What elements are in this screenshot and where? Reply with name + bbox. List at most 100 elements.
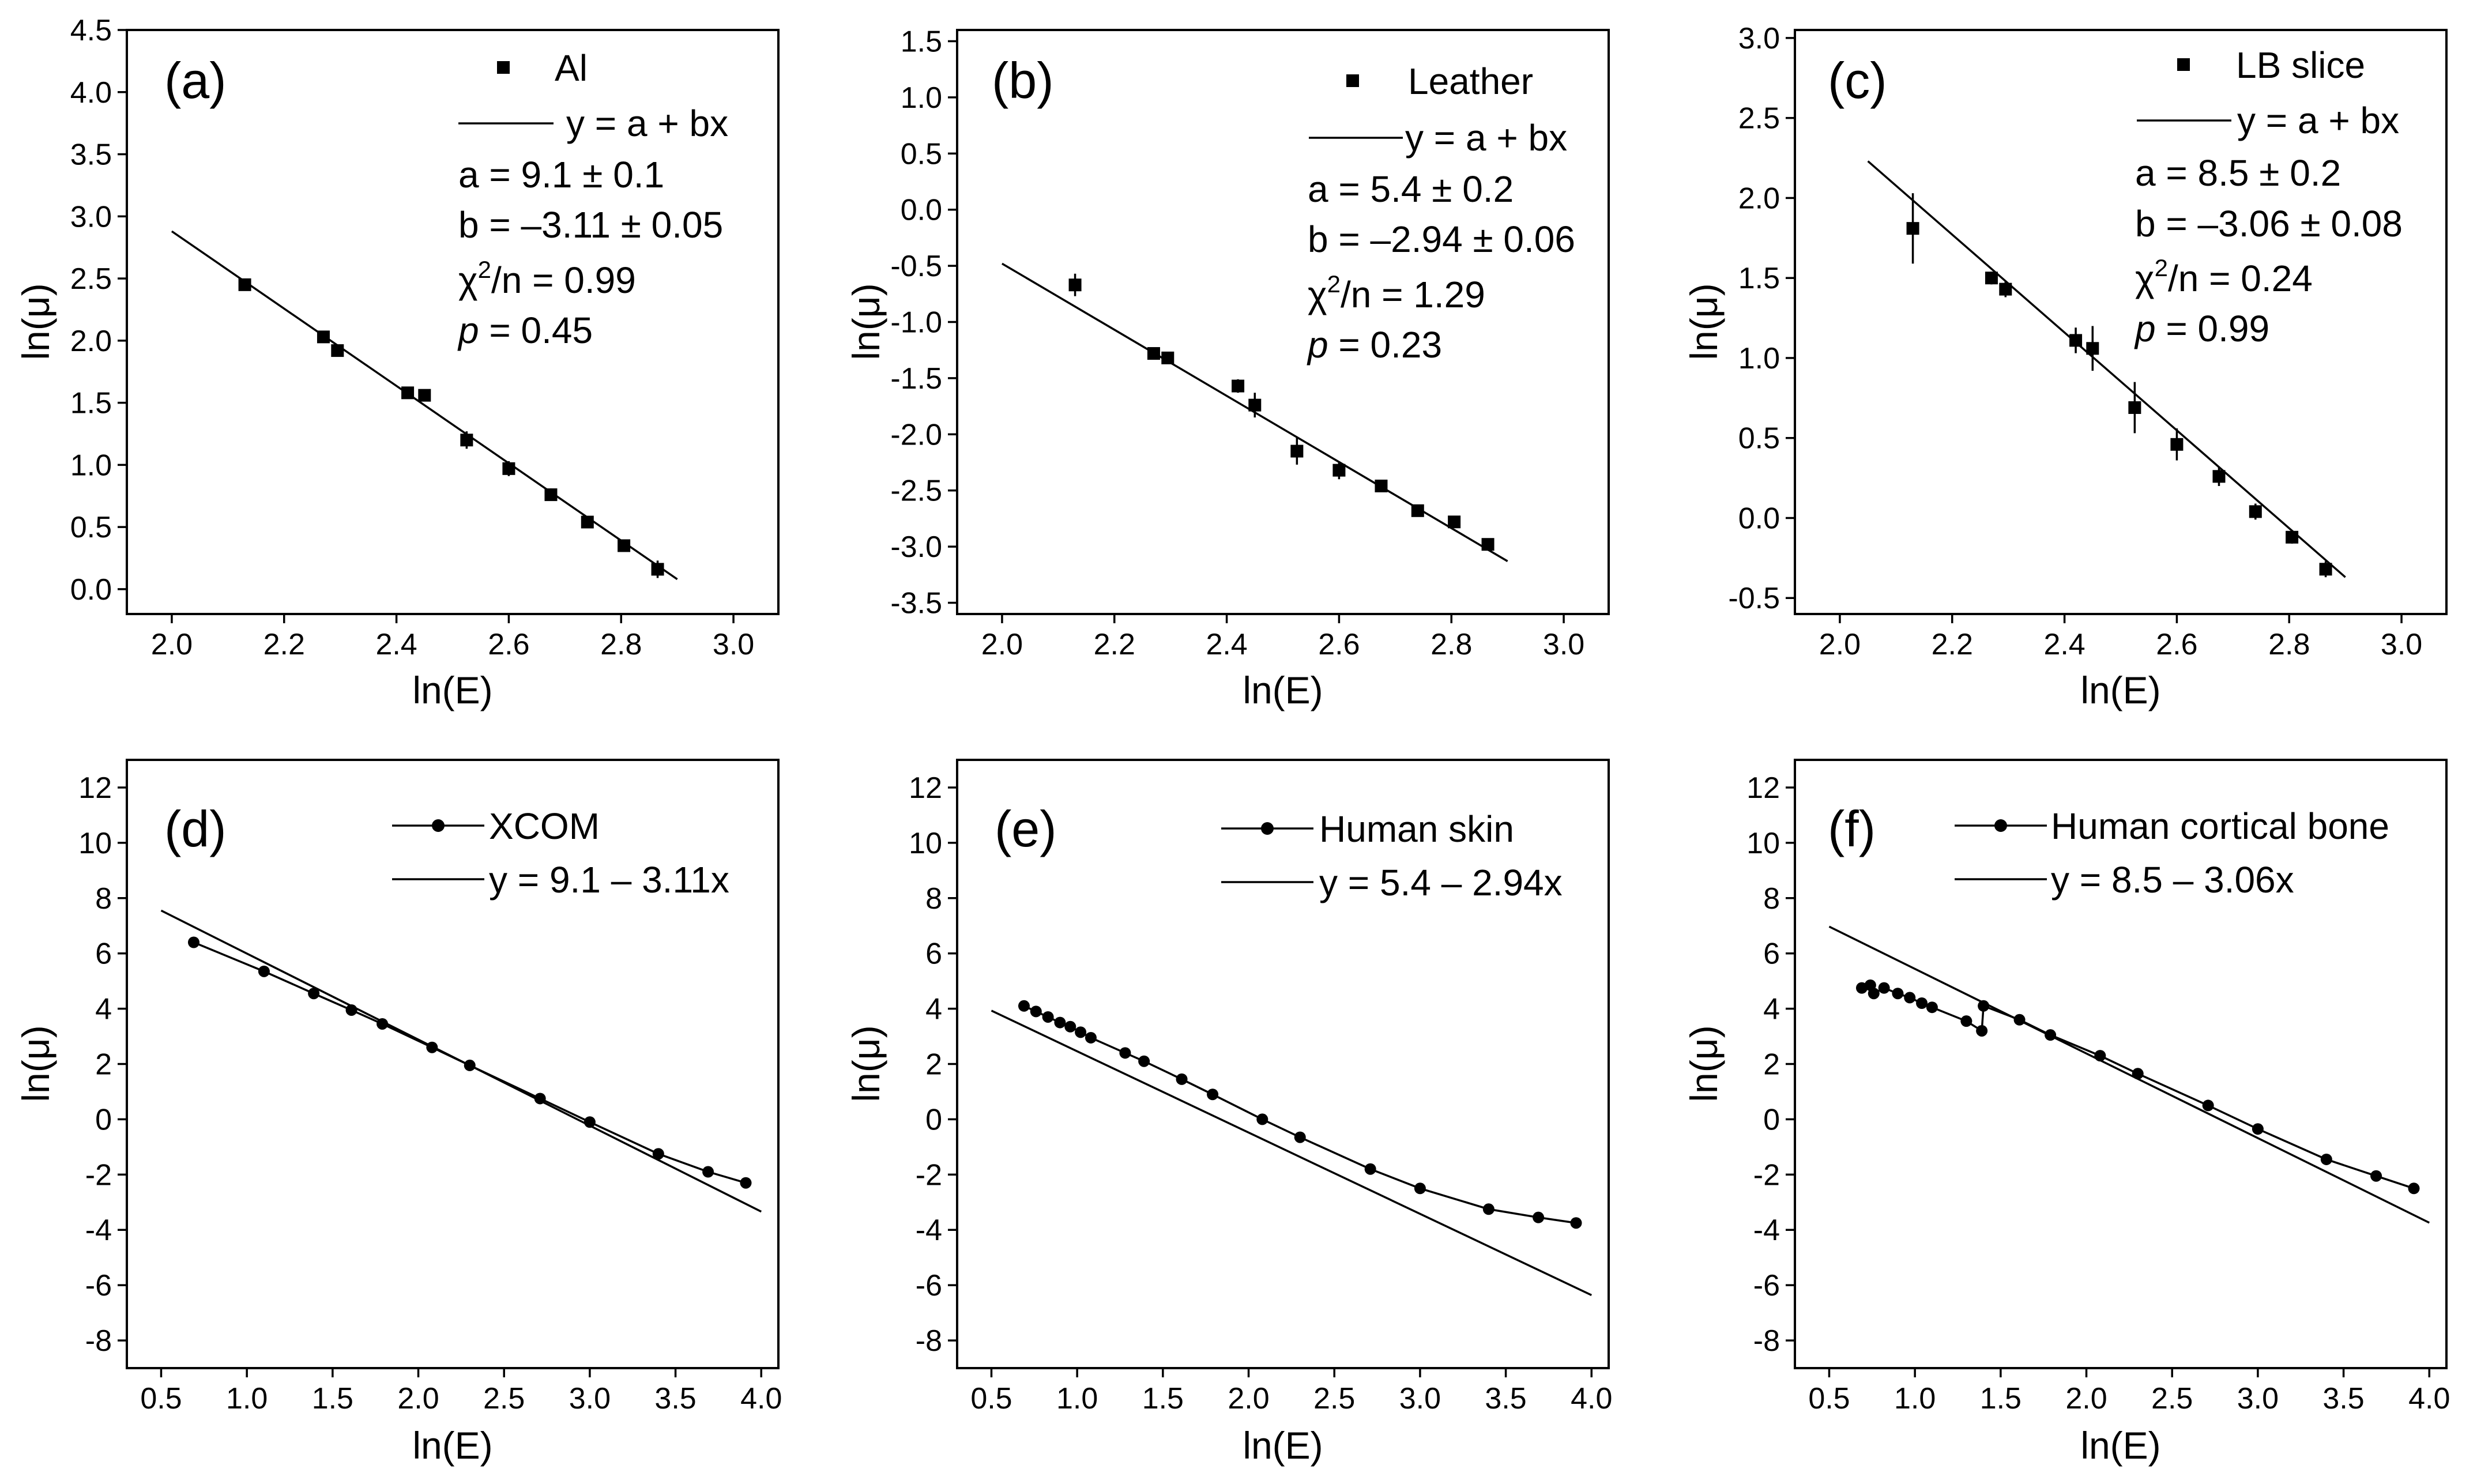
- x-tick-label: 2.6: [488, 628, 529, 661]
- data-point: [1290, 445, 1304, 458]
- data-point: [652, 1148, 664, 1160]
- x-axis-label: ln(E): [2080, 1424, 2160, 1467]
- y-tick-label: -6: [85, 1269, 112, 1302]
- fit-chi-squared: χ2/n = 1.29: [1308, 270, 1485, 315]
- data-point: [1482, 1203, 1495, 1215]
- legend-fit-label: y = a + bx: [2237, 100, 2399, 141]
- data-point: [1448, 515, 1461, 529]
- panel-label: (d): [164, 800, 227, 857]
- data-point: [2094, 1050, 2106, 1062]
- y-tick-label: 1.0: [901, 81, 942, 115]
- legend-fit-label: y = 9.1 – 3.11x: [489, 859, 729, 901]
- data-point: [377, 1018, 389, 1030]
- y-tick-label: 8: [1763, 882, 1780, 916]
- fit-param-a: a = 5.4 ± 0.2: [1308, 168, 1514, 210]
- x-tick-label: 2.6: [2156, 628, 2197, 661]
- x-axis-label: ln(E): [1243, 1424, 1323, 1467]
- data-point: [1533, 1211, 1545, 1223]
- data-point: [2252, 1123, 2264, 1135]
- x-tick-label: 3.0: [569, 1382, 611, 1415]
- y-tick-label: 0: [95, 1103, 112, 1136]
- plot-area: [1867, 160, 2346, 578]
- x-axis-ticks: 0.5 1.0 1.5 2.0 2.5 3.0 3.5 4.0: [970, 1368, 1612, 1415]
- y-tick-label: 12: [78, 771, 112, 805]
- y-tick-label: 2: [1763, 1048, 1780, 1082]
- legend-series-label: XCOM: [489, 805, 600, 847]
- data-point: [1030, 1005, 1042, 1018]
- data-point: [1878, 982, 1890, 994]
- fit-p-value: p = 0.45: [457, 310, 593, 351]
- y-axis-ticks: -8 -6 -4 -2 0 2 4 6 8 10 12: [1746, 771, 1795, 1358]
- data-point: [1892, 988, 1904, 1000]
- legend-marker-square: [497, 61, 510, 74]
- x-tick-label: 0.5: [140, 1382, 182, 1415]
- x-tick-label: 4.0: [740, 1382, 782, 1415]
- y-axis-label: ln(μ): [1682, 283, 1725, 360]
- y-tick-label: 3.0: [1738, 22, 1780, 55]
- x-tick-label: 2.5: [483, 1382, 525, 1415]
- data-point: [345, 1004, 357, 1016]
- legend-fit-label: y = 5.4 – 2.94x: [1319, 862, 1563, 903]
- chart-panel-d: 0.5 1.0 1.5 2.0 2.5 3.0 3.5 4.0 -8 -6 -4 -2 0 2 4 6 8 10…: [14, 759, 782, 1467]
- y-tick-label: -3.5: [890, 587, 942, 620]
- y-axis-label: ln(μ): [845, 1025, 887, 1102]
- data-point: [2202, 1099, 2214, 1112]
- x-axis-label: ln(E): [412, 1424, 492, 1467]
- fit-param-b: b = –3.11 ± 0.05: [458, 204, 723, 246]
- data-point: [1332, 464, 1346, 477]
- y-tick-label: -2.5: [890, 474, 942, 508]
- data-point: [2170, 438, 2184, 451]
- data-point: [317, 330, 330, 344]
- plot-area: [1002, 262, 1508, 562]
- x-tick-label: 3.0: [2381, 628, 2422, 661]
- fit-line: [991, 1010, 1593, 1296]
- y-tick-label: -6: [1753, 1269, 1780, 1302]
- x-tick-label: 1.5: [1142, 1382, 1184, 1415]
- data-point: [2320, 1153, 2332, 1165]
- y-tick-label: 0.5: [70, 511, 112, 544]
- data-point: [1085, 1031, 1097, 1044]
- y-tick-label: -0.5: [1728, 582, 1780, 615]
- legend: Leather y = a + bx a = 5.4 ± 0.2 b = –2.…: [1307, 61, 1575, 366]
- y-tick-label: 0.0: [70, 573, 112, 607]
- x-tick-label: 2.4: [2043, 628, 2085, 661]
- y-axis-label: ln(μ): [845, 283, 887, 360]
- data-point: [1904, 992, 1916, 1004]
- x-tick-label: 2.0: [397, 1382, 439, 1415]
- data-point: [1481, 538, 1495, 551]
- legend-fit-label: y = a + bx: [1405, 117, 1567, 159]
- y-tick-label: 0: [1763, 1103, 1780, 1136]
- data-point: [258, 965, 270, 977]
- x-axis-label: ln(E): [2080, 669, 2160, 711]
- chart-panel-c: 2.0 2.2 2.4 2.6 2.8 3.0 -0.50.00.51.01.52.02.…: [1682, 22, 2448, 711]
- y-tick-label: -0.5: [890, 250, 942, 283]
- data-point: [2408, 1182, 2420, 1195]
- y-tick-label: 2.5: [1738, 102, 1780, 135]
- data-point: [1054, 1016, 1066, 1029]
- chart-panel-b: 2.0 2.2 2.4 2.6 2.8 3.0 -3.5-3.0-2.5-2.0-1.5-…: [845, 25, 1610, 711]
- panel-label: (b): [992, 52, 1054, 109]
- y-tick-label: 2.0: [1738, 182, 1780, 215]
- panel-label: (a): [164, 52, 227, 109]
- chart-panel-f: 0.5 1.0 1.5 2.0 2.5 3.0 3.5 4.0 -8 -6 -4 -2 0 2 4 6 8 10…: [1682, 759, 2450, 1467]
- y-tick-label: 4: [95, 993, 112, 1026]
- fit-line: [1828, 925, 2430, 1224]
- x-tick-label: 2.0: [1819, 628, 1861, 661]
- data-point: [1985, 272, 1998, 285]
- data-point: [618, 539, 631, 552]
- data-point: [2212, 470, 2226, 483]
- x-tick-label: 2.0: [981, 628, 1023, 661]
- data-point: [401, 386, 415, 400]
- x-axis-label: ln(E): [1243, 669, 1323, 711]
- y-tick-label: 10: [1746, 827, 1780, 860]
- data-point: [1570, 1217, 1582, 1229]
- data-point: [1960, 1015, 1972, 1027]
- x-tick-label: 3.5: [1485, 1382, 1526, 1415]
- panel-label: (c): [1828, 52, 1887, 109]
- fit-param-a: a = 9.1 ± 0.1: [458, 154, 664, 195]
- data-point: [1976, 1025, 1988, 1037]
- legend-marker-circle: [1994, 819, 2007, 832]
- y-tick-label: -4: [85, 1214, 112, 1247]
- y-axis-ticks: -3.5 -3.0 -2.5 -2.0 -1.5 -1.0 -0.5 0.0 0.5 1.0 1.5: [890, 25, 957, 620]
